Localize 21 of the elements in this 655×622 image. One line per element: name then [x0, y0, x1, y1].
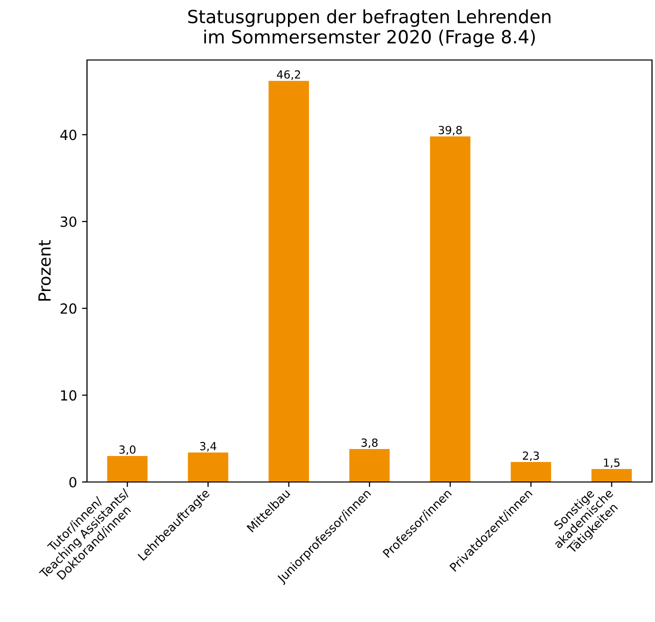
- bar: [430, 136, 470, 482]
- chart-title: Statusgruppen der befragten Lehrenden im Sommersemster 2020 (Frage 8.4): [188, 9, 550, 48]
- data-label: 3,4: [200, 442, 216, 452]
- bar: [268, 80, 309, 482]
- data-label: 2,3: [522, 451, 539, 462]
- data-label: 3,0: [119, 445, 136, 455]
- y-tick-label: 30: [60, 216, 76, 227]
- data-label: 3,8: [362, 438, 378, 448]
- y-tick-label: 10: [61, 390, 76, 401]
- y-axis-title: Prozent: [38, 240, 51, 301]
- bar: [188, 452, 228, 482]
- bar: [107, 456, 148, 482]
- bar: [591, 468, 632, 482]
- data-label: 46,2: [276, 70, 300, 80]
- data-label: 39,8: [438, 126, 462, 136]
- y-tick-label: 40: [60, 130, 76, 140]
- y-tick-label: 0: [69, 476, 76, 488]
- bar: [349, 449, 390, 482]
- data-label: 1,5: [604, 458, 620, 468]
- y-tick-label: 20: [60, 303, 76, 314]
- bar: [510, 462, 552, 482]
